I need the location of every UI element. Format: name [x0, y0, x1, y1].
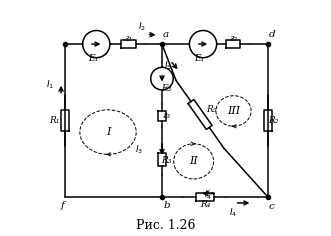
Text: II: II — [189, 156, 198, 166]
Text: $I_4'$: $I_4'$ — [204, 188, 212, 202]
Text: г₁: г₁ — [124, 34, 132, 43]
Text: R₂: R₂ — [268, 116, 278, 125]
Text: III: III — [227, 106, 240, 116]
Text: $I_2$: $I_2$ — [138, 20, 146, 33]
Text: Рис. 1.26: Рис. 1.26 — [136, 219, 195, 232]
Text: E₁: E₁ — [194, 54, 205, 63]
Text: b: b — [163, 201, 170, 210]
Text: R₁: R₁ — [49, 116, 59, 125]
Text: E₁: E₁ — [88, 54, 98, 63]
Text: $I_3$: $I_3$ — [135, 143, 143, 156]
Text: f: f — [61, 201, 65, 210]
Text: г₃: г₃ — [163, 111, 171, 120]
Text: a: a — [163, 30, 169, 39]
Text: г₂: г₂ — [229, 34, 238, 43]
Text: R₃: R₃ — [162, 156, 172, 165]
Text: d: d — [269, 30, 275, 39]
Text: R₅: R₅ — [206, 105, 216, 114]
Text: R₄: R₄ — [200, 200, 210, 209]
Text: $I_1$: $I_1$ — [46, 79, 55, 91]
Text: c: c — [269, 202, 274, 211]
Text: $I_4$: $I_4$ — [229, 207, 238, 219]
Text: $I_5$: $I_5$ — [164, 59, 172, 72]
Text: I: I — [106, 127, 110, 137]
Text: E₃: E₃ — [162, 84, 172, 93]
